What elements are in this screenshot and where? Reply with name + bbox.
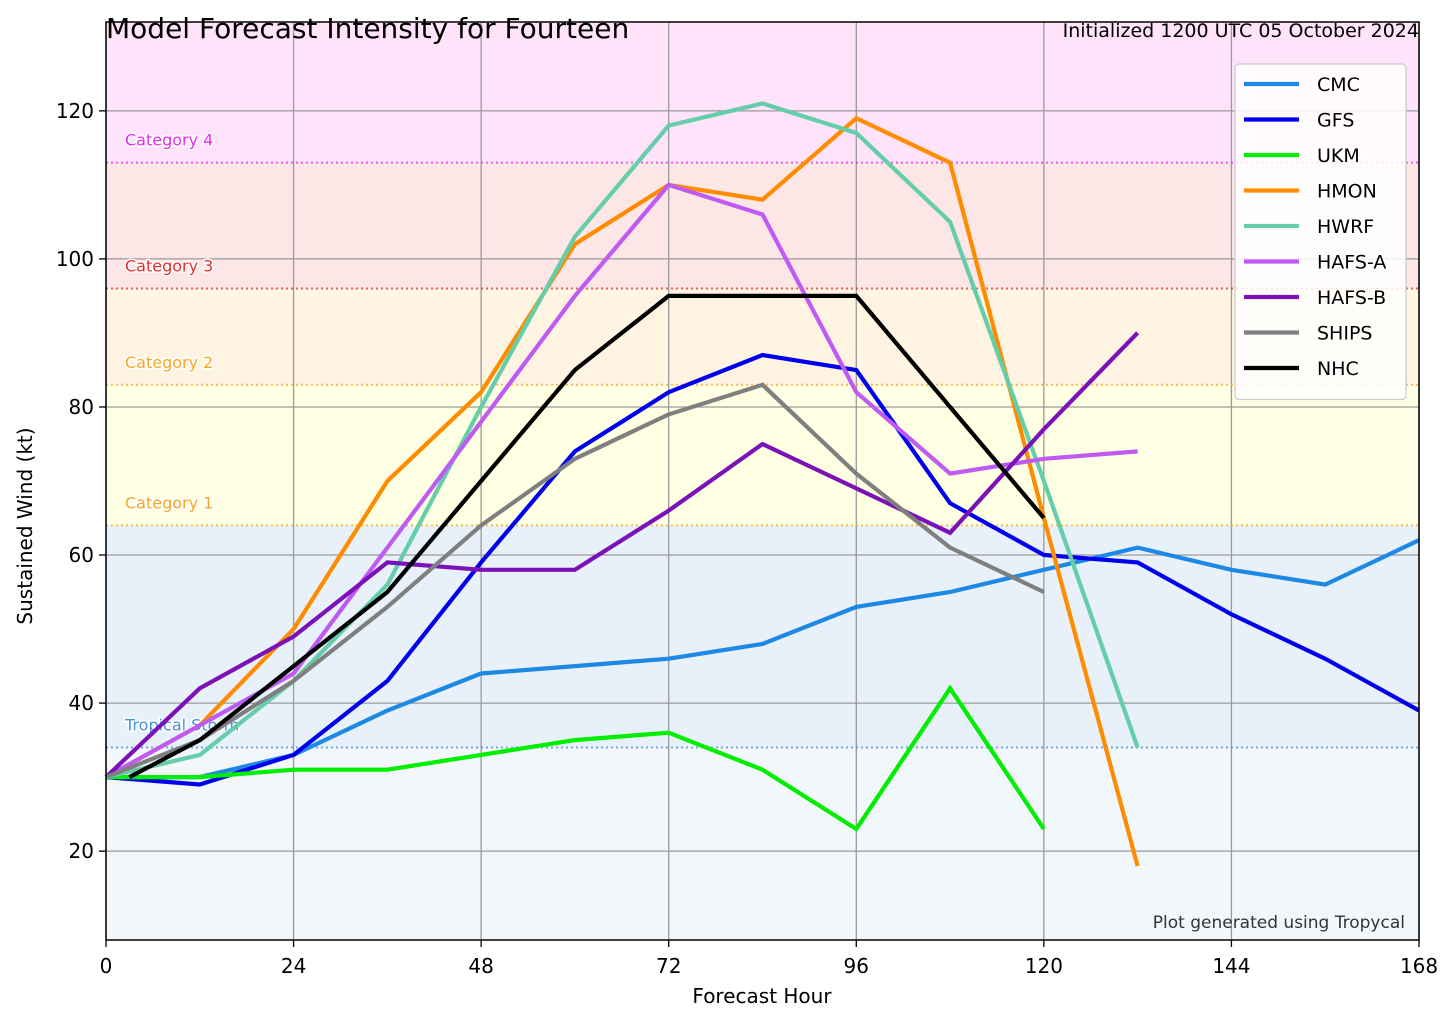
x-tick-label: 72: [656, 954, 681, 978]
y-axis-ticks: 20 40 60 80 100 120: [56, 99, 106, 863]
x-tick-label: 48: [468, 954, 493, 978]
intensity-band-3: [106, 288, 1419, 385]
x-tick-label: 144: [1212, 954, 1250, 978]
x-tick-label: 96: [844, 954, 869, 978]
series-line-cmc: [106, 538, 1420, 780]
x-axis-ticks: 0 24 48 72 96 120 144 168: [100, 940, 1438, 978]
intensity-band-0: [106, 747, 1419, 940]
legend-label-ukm: UKM: [1317, 145, 1360, 167]
legend-label-nhc: NHC: [1317, 358, 1359, 380]
legend-label-hafs-a: HAFS-A: [1317, 252, 1386, 274]
series-line-hafs-b: [104, 331, 1140, 779]
y-tick-label: 80: [69, 395, 94, 419]
legend-label-hwrf: HWRF: [1317, 216, 1374, 238]
series-line-ukm: [106, 684, 1046, 832]
threshold-label-category-2: Category 2: [125, 353, 213, 372]
intensity-band-1: [106, 525, 1419, 748]
threshold-label-category-1: Category 1: [125, 493, 213, 512]
x-tick-label: 168: [1400, 954, 1438, 978]
legend-label-hafs-b: HAFS-B: [1317, 287, 1386, 309]
y-axis-label: Sustained Wind (kt): [13, 427, 37, 624]
plot-frame: [105, 21, 1420, 941]
intensity-band-2: [106, 384, 1419, 526]
threshold-label-category-4: Category 4: [125, 131, 213, 150]
x-tick-label: 120: [1025, 954, 1063, 978]
intensity-band-4: [106, 162, 1419, 289]
y-tick-label: 100: [56, 247, 94, 271]
series-line-nhc: [128, 293, 1046, 779]
series-line-ships: [105, 382, 1045, 780]
y-tick-label: 120: [56, 99, 94, 123]
legend-label-gfs: GFS: [1317, 110, 1354, 132]
legend-box: [1234, 63, 1407, 401]
y-tick-label: 40: [69, 691, 94, 715]
series-line-hafs-a: [104, 182, 1138, 779]
credit-text: Plot generated using Tropycal: [1153, 913, 1405, 933]
x-tick-label: 0: [100, 954, 113, 978]
intensity-band-5: [106, 22, 1419, 163]
x-axis-label: Forecast Hour: [692, 984, 832, 1008]
chart-title: Model Forecast Intensity for Fourteen: [106, 12, 629, 45]
threshold-label-category-3: Category 3: [125, 257, 213, 276]
legend: CMC GFS UKM HMON HWRF HAFS-A HAFS-B SHIPS NHC: [1234, 63, 1407, 401]
y-tick-label: 20: [69, 839, 94, 863]
legend-label-cmc: CMC: [1317, 74, 1360, 96]
y-tick-label: 60: [69, 543, 94, 567]
x-tick-label: 24: [281, 954, 306, 978]
legend-label-ships: SHIPS: [1317, 323, 1372, 345]
series-line-gfs: [105, 352, 1421, 787]
chart-subtitle: Initialized 1200 UTC 05 October 2024: [1063, 20, 1419, 42]
legend-label-hmon: HMON: [1317, 181, 1377, 203]
forecast-series: [104, 101, 1421, 867]
intensity-bands: [106, 22, 1419, 940]
